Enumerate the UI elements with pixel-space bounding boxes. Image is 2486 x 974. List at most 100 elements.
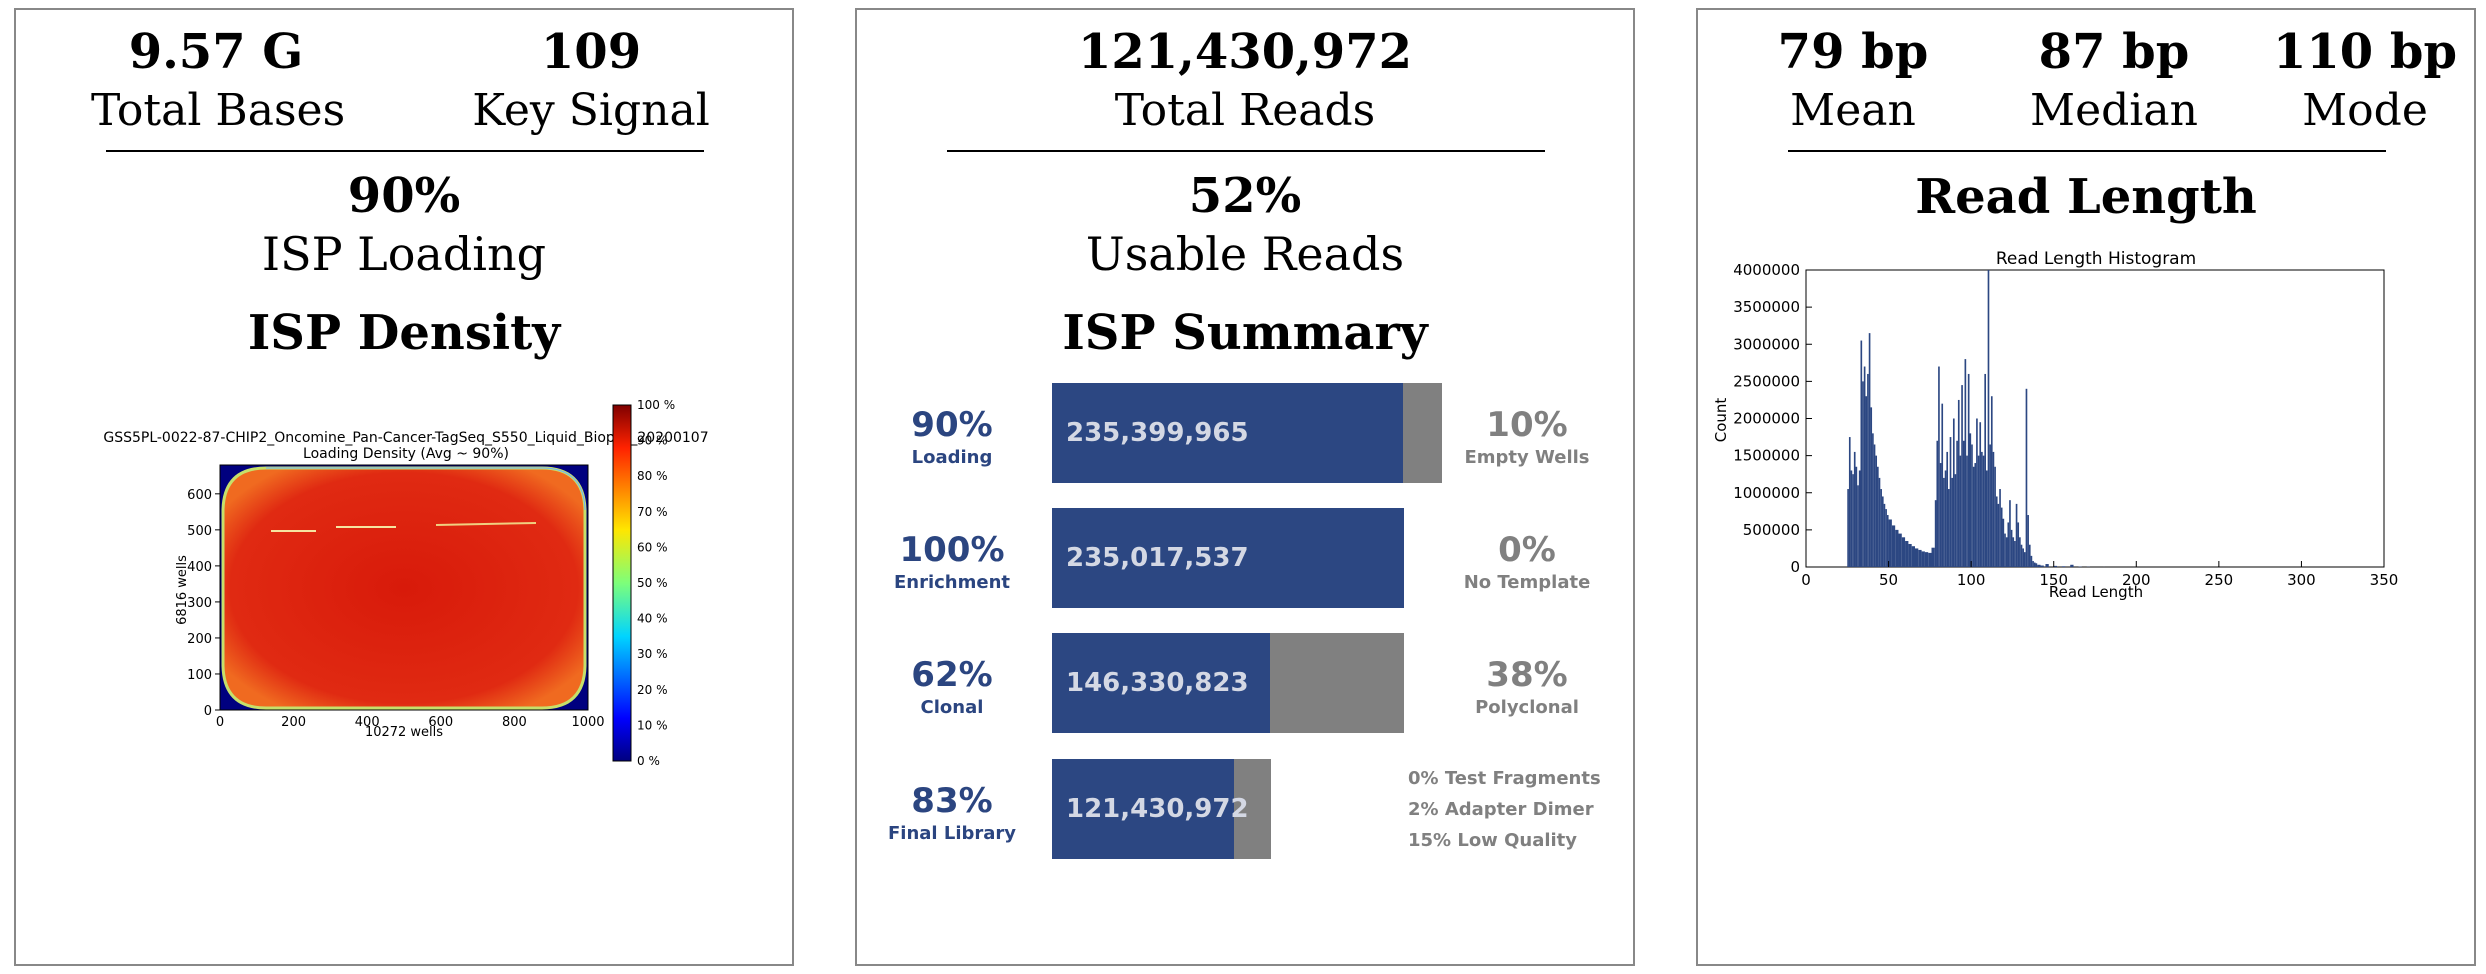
histogram-bar (1987, 270, 1990, 567)
test-fragments-note: 0% Test Fragments (1408, 768, 1601, 789)
usable-reads-label: Usable Reads (1085, 227, 1405, 281)
histogram-bar (1888, 519, 1892, 567)
histogram-bar (2025, 388, 2028, 567)
histogram-bar (2004, 533, 2006, 567)
heatmap-y-tick-label: 300 (187, 596, 212, 611)
heatmap-ylabel: 6816 wells (175, 555, 190, 625)
histogram-bar (1982, 455, 1985, 567)
histogram-bar (1956, 440, 1958, 567)
histogram-bar (1992, 451, 1995, 567)
histogram-bar (1891, 525, 1896, 567)
histogram-bar (1868, 333, 1871, 567)
summary-bar-fill (1052, 633, 1270, 733)
histogram-bar (1971, 444, 1973, 567)
histogram-bar (1870, 407, 1873, 567)
total-reads-label: Total Reads (1114, 85, 1376, 136)
histogram-bar (1976, 418, 1978, 567)
histogram-bar (1850, 470, 1853, 567)
summary-left-label: Loading (911, 447, 993, 468)
histogram-bar (2002, 518, 2005, 567)
total-bases-label: Total Bases (91, 85, 346, 136)
histogram-bar (2028, 544, 2031, 567)
histogram-bar (1979, 422, 1982, 567)
histogram-bar (2035, 563, 2038, 567)
histogram-bar (1872, 433, 1874, 567)
histogram-bar (2032, 561, 2034, 567)
histogram-bar (1857, 485, 1859, 567)
histogram-bar (2030, 555, 2033, 567)
isp-summary-title: ISP Summary (1062, 305, 1428, 361)
histogram-bar (2012, 537, 2015, 567)
histogram-bar (1921, 551, 1925, 567)
histogram-y-tick-label: 3500000 (1733, 298, 1800, 316)
histogram-bar (1875, 455, 1878, 567)
histogram-ylabel: Count (1712, 398, 1730, 443)
final-library-notes: 0% Test Fragments 2% Adapter Dimer 15% L… (1408, 763, 1601, 856)
chip-density-region (221, 466, 587, 710)
histogram-bar (2015, 503, 2018, 567)
histogram-bar (1862, 381, 1864, 567)
histogram-bar (1967, 373, 1970, 567)
isp-summary-panel: 121,430,972 Total Reads 52% Usable Reads… (855, 8, 1635, 966)
histogram-bar (1981, 451, 1983, 567)
divider (947, 150, 1545, 152)
divider (1788, 150, 2386, 152)
histogram-bars (1847, 270, 2105, 567)
heatmap-y-tick-label: 100 (187, 668, 212, 683)
summary-left-label: Clonal (920, 697, 984, 718)
heatmap-x-tick-label: 0 (216, 715, 224, 730)
heatmap-y-tick-label: 200 (187, 632, 212, 647)
histogram-y-tick-label: 1500000 (1733, 447, 1800, 465)
histogram-bar (1914, 548, 1919, 567)
histogram-bar (1905, 541, 1909, 567)
heatmap-x-tick-label: 800 (502, 715, 527, 730)
histogram-y-tick-label: 0 (1790, 558, 1800, 576)
histogram-bar (2014, 541, 2016, 567)
histogram-bar (1863, 366, 1866, 567)
histogram-bar (2045, 564, 2049, 567)
heatmap-subtitle: Loading Density (Avg ~ 90%) (303, 446, 509, 462)
histogram-y-tick-label: 4000000 (1733, 261, 1800, 279)
mode-label: Mode (2302, 85, 2428, 136)
histogram-bar (1855, 466, 1858, 567)
histogram-bar (1848, 437, 1851, 567)
histogram-bar (1931, 547, 1935, 567)
histogram-bar (1961, 385, 1963, 567)
histogram-x-tick-label: 300 (2287, 571, 2316, 589)
histogram-x-tick-label: 200 (2122, 571, 2151, 589)
key-signal-value: 109 (540, 24, 642, 80)
histogram-bar (1948, 489, 1950, 567)
histogram-bar (1865, 396, 1868, 567)
histogram-bar (1966, 455, 1968, 567)
histogram-y-tick-label: 1000000 (1733, 484, 1800, 502)
total-reads-value: 121,430,972 (1077, 24, 1412, 80)
histogram-bar (1986, 470, 1988, 567)
colorbar-tick-label: 50 % (637, 576, 668, 590)
histogram-bar (1860, 340, 1863, 567)
summary-right-label: No Template (1463, 572, 1591, 593)
histogram-bar (2070, 564, 2074, 567)
histogram-bar (1952, 418, 1955, 567)
summary-bar-count: 235,399,965 (1066, 418, 1249, 448)
histogram-bar (2040, 565, 2044, 567)
histogram-bar (1957, 399, 1960, 567)
summary-right-pct: 38% (1486, 655, 1568, 695)
histogram-bar (1883, 503, 1886, 567)
histogram-bar (2007, 522, 2010, 567)
histogram-bar (1997, 503, 2000, 567)
adapter-dimer-note: 2% Adapter Dimer (1408, 799, 1594, 820)
heatmap-x-tick-label: 200 (281, 715, 306, 730)
histogram-plot-area (1805, 269, 2385, 568)
colorbar-tick-label: 30 % (637, 647, 668, 661)
histogram-x-tick-label: 150 (2039, 571, 2068, 589)
summary-left-pct: 90% (911, 405, 993, 445)
isp-loading-value: 90% (347, 168, 461, 224)
histogram-bar (1908, 543, 1912, 567)
histogram-bar (1918, 549, 1922, 567)
histogram-bar (2017, 522, 2020, 567)
histogram-bar (2019, 537, 2021, 567)
histogram-y-tick-label: 2000000 (1733, 410, 1800, 428)
histogram-bar (1886, 515, 1889, 567)
histogram-bar (1853, 451, 1856, 567)
histogram-bar (1943, 477, 1945, 567)
